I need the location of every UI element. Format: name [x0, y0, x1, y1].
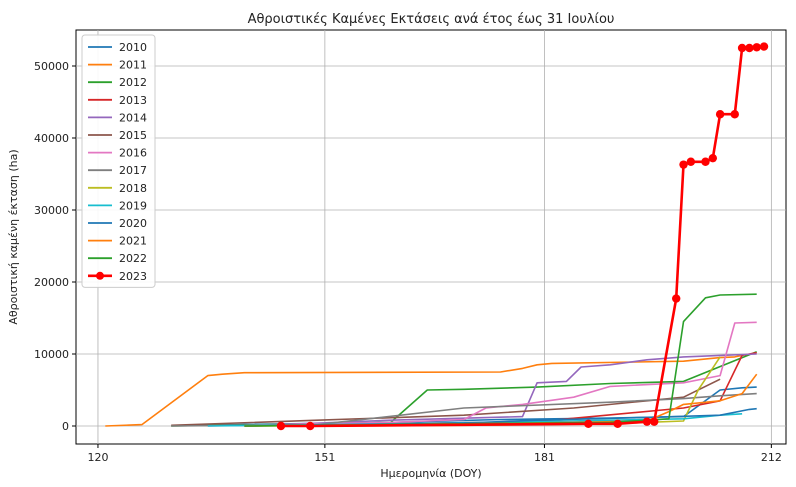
data-point-2023 — [650, 417, 659, 426]
legend-label-2020: 2020 — [119, 217, 147, 230]
series-line-2016 — [207, 321, 757, 427]
x-tick-label: 120 — [87, 451, 108, 464]
legend-label-2015: 2015 — [119, 129, 147, 142]
legend-frame — [81, 34, 156, 288]
series-line-2014 — [244, 353, 757, 427]
y-tick-label: 20000 — [34, 276, 69, 289]
axis-ticks: 120 151 181 212 0 10000 20000 30000 40000 50000 — [34, 60, 782, 464]
legend-label-2010: 2010 — [119, 41, 147, 54]
y-axis-label: Αθροιστική καμένη έκταση (ha) — [7, 149, 20, 324]
legend-label-2022: 2022 — [119, 252, 147, 265]
legend-label-2016: 2016 — [119, 147, 147, 160]
data-point-2023 — [730, 110, 739, 119]
y-tick-label: 10000 — [34, 348, 69, 361]
y-tick-label: 0 — [62, 420, 69, 433]
legend: 2010 2011 2012 2013 2014 2015 2016 2017 2018 2019… — [81, 34, 156, 288]
legend-label-2011: 2011 — [119, 59, 147, 72]
x-axis-label: Ημερομηνία (DOY) — [380, 467, 481, 480]
data-point-2023 — [715, 110, 725, 119]
data-point-2023 — [752, 43, 761, 52]
data-point-2023 — [672, 294, 681, 303]
data-point-2023 — [613, 419, 622, 429]
x-tick-label: 212 — [761, 451, 782, 464]
legend-label-2021: 2021 — [119, 235, 147, 248]
legend-label-2013: 2013 — [119, 94, 147, 107]
legend-label-2018: 2018 — [119, 182, 147, 195]
grid — [76, 30, 786, 444]
y-tick-label: 30000 — [34, 204, 69, 217]
series-group — [105, 42, 769, 431]
data-point-2023 — [686, 157, 696, 166]
legend-label-2023: 2023 — [119, 270, 147, 283]
data-point-2023 — [306, 421, 315, 431]
legend-label-2012: 2012 — [119, 76, 147, 89]
data-point-2023 — [276, 421, 286, 431]
chart-title: Αθροιστικές Καμένες Εκτάσεις ανά έτος έω… — [248, 12, 615, 27]
data-point-2023 — [708, 153, 718, 163]
data-point-2023 — [701, 157, 710, 166]
legend-label-2014: 2014 — [119, 111, 147, 124]
x-tick-label: 181 — [534, 451, 555, 464]
y-tick-label: 40000 — [34, 132, 69, 145]
legend-label-2017: 2017 — [119, 164, 147, 177]
data-point-2023 — [642, 417, 652, 426]
plot-area — [75, 29, 787, 445]
x-tick-label: 151 — [314, 451, 335, 464]
data-point-2023 — [584, 419, 593, 429]
legend-label-2019: 2019 — [119, 199, 147, 212]
series-line-2015 — [171, 378, 721, 427]
legend-marker-2023 — [96, 271, 104, 280]
data-point-2023 — [745, 43, 754, 53]
data-point-2023 — [737, 43, 747, 53]
data-point-2023 — [759, 42, 769, 51]
data-point-2023 — [679, 160, 688, 169]
y-tick-label: 50000 — [34, 60, 69, 73]
